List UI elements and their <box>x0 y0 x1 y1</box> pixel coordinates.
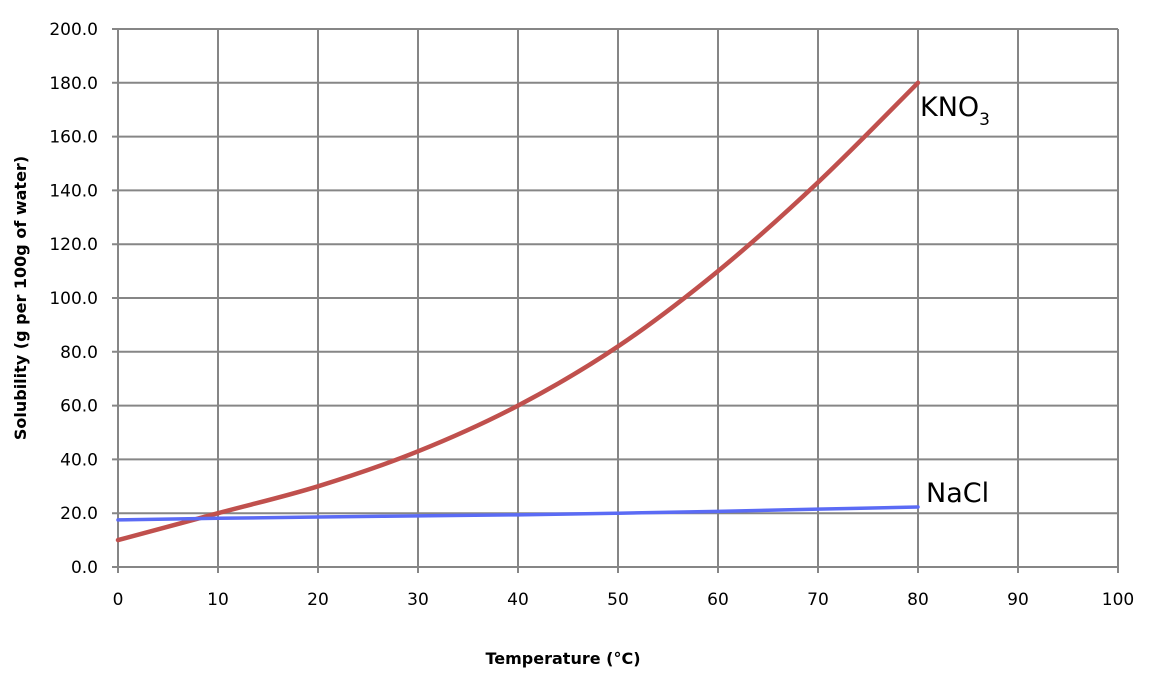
x-tick-label: 60 <box>707 590 729 610</box>
y-tick-label: 200.0 <box>49 20 98 40</box>
y-tick-label: 160.0 <box>49 128 98 148</box>
y-tick-label: 180.0 <box>49 74 98 94</box>
x-axis-title: Temperature (°C) <box>485 649 640 668</box>
x-tick-label: 0 <box>113 590 124 610</box>
x-tick-label: 80 <box>907 590 929 610</box>
x-tick-label: 100 <box>1102 590 1134 610</box>
y-tick-label: 80.0 <box>60 343 98 363</box>
y-axis-title: Solubility (g per 100g of water) <box>11 156 30 440</box>
y-tick-label: 0.0 <box>71 558 98 578</box>
x-tick-label: 90 <box>1007 590 1029 610</box>
series-line-nacl <box>116 505 920 522</box>
series-line-kno3 <box>115 80 921 543</box>
x-tick-label: 50 <box>607 590 629 610</box>
x-tick-label: 20 <box>307 590 329 610</box>
tick-labels: 0 10 20 30 40 50 60 70 80 90 100 0.0 20.0 40.0 60.0 80.… <box>49 20 1134 610</box>
series-label-nacl: NaCl <box>926 478 989 509</box>
y-tick-label: 60.0 <box>60 397 98 417</box>
y-tick-label: 100.0 <box>49 289 98 309</box>
series-label-kno3: KNO3 <box>920 92 990 130</box>
x-tick-label: 10 <box>207 590 229 610</box>
x-tick-label: 70 <box>807 590 829 610</box>
x-tick-label: 30 <box>407 590 429 610</box>
y-tick-label: 40.0 <box>60 450 98 470</box>
y-tick-label: 140.0 <box>49 181 98 201</box>
series-lines <box>115 80 921 543</box>
y-tick-label: 120.0 <box>49 235 98 255</box>
y-tick-label: 20.0 <box>60 504 98 524</box>
x-tick-label: 40 <box>507 590 529 610</box>
